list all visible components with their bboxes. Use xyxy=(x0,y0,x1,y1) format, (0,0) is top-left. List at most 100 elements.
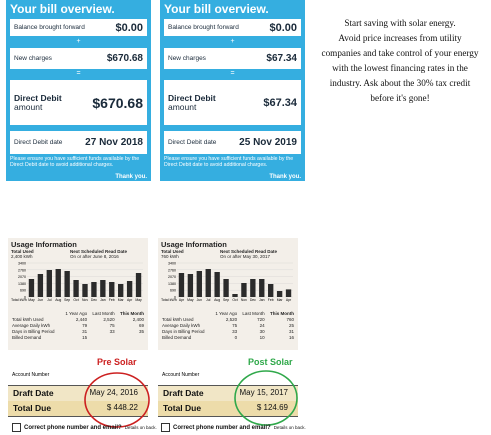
usage-info-pre-solar: Usage Information Total Used 2,400 kWh N… xyxy=(8,238,148,350)
axis-label: Total kWh xyxy=(161,298,177,302)
draft-date-value: May 24, 2016 xyxy=(89,388,138,397)
x-tick-label: Sep xyxy=(64,298,70,302)
row-label: Total kWh Used xyxy=(12,317,44,322)
balance-label: Balance brought forward xyxy=(168,24,239,31)
col-header: Last Month xyxy=(92,311,115,316)
draft-date-value: May 15, 2017 xyxy=(239,388,288,397)
cell: 75 xyxy=(232,323,238,328)
equals-sign: = xyxy=(230,70,235,77)
thank-you-text: Thank you. xyxy=(269,174,301,180)
usage-bar xyxy=(100,280,106,297)
table-row: Average Daily kWh 75 24 25 xyxy=(161,323,295,329)
table-row: Average Daily kWh 79 75 69 xyxy=(11,323,145,329)
x-tick-label: Aug xyxy=(55,298,61,302)
contact-check-left[interactable]: Correct phone number and email? Details … xyxy=(12,423,157,432)
debit-label-line1: Direct Debit xyxy=(168,92,216,103)
cell xyxy=(116,335,145,341)
debit-date-value: 25 Nov 2019 xyxy=(239,137,297,148)
usage-title: Usage Information xyxy=(11,240,77,249)
total-due-label: Total Due xyxy=(163,403,202,413)
x-tick-label: Oct xyxy=(232,298,237,302)
x-tick-label: Mar xyxy=(118,298,125,302)
cell: 2,520 xyxy=(103,317,115,322)
y-tick-label: 3400 xyxy=(168,262,176,266)
table-row: Days in Billing Period 33 30 31 xyxy=(161,329,295,335)
cell: 30 xyxy=(259,329,265,334)
usage-bar xyxy=(196,271,202,297)
usage-table: 1 Year Ago Last Month This Month Total k… xyxy=(11,311,145,341)
plus-sign: + xyxy=(76,38,81,45)
col-header: This Month xyxy=(270,311,294,316)
cell: 33 xyxy=(109,329,115,334)
debit-amount-value: $67.34 xyxy=(263,96,297,109)
cell: 33 xyxy=(232,329,238,334)
x-tick-label: Apr xyxy=(179,298,185,302)
total-due-label: Total Due xyxy=(13,403,52,413)
cell xyxy=(88,335,115,341)
x-tick-label: Aug xyxy=(214,298,220,302)
x-tick-label: Jun xyxy=(197,298,203,302)
cell: 31 xyxy=(82,329,88,334)
usage-bar xyxy=(241,283,247,297)
table-row: Billed Demand 0 10 16 xyxy=(161,335,295,341)
promo-line: companies and take control of your energ… xyxy=(321,48,479,58)
balance-row: Balance brought forward $0.00 xyxy=(164,19,301,36)
balance-label: Balance brought forward xyxy=(14,24,85,31)
y-tick-label: 3400 xyxy=(18,262,26,266)
checkbox[interactable] xyxy=(12,423,21,432)
balance-value: $0.00 xyxy=(115,21,143,34)
x-tick-label: Jan xyxy=(259,298,265,302)
table-row: Days in Billing Period 31 33 35 xyxy=(11,329,145,335)
usage-title: Usage Information xyxy=(161,240,227,249)
next-read-value: On or after June 8, 2016 xyxy=(70,254,119,259)
x-tick-label: Nov xyxy=(82,298,88,302)
x-tick-label: Mar xyxy=(277,298,284,302)
contact-check-right[interactable]: Correct phone number and email? Details … xyxy=(161,423,306,432)
debit-date-label: Direct Debit date xyxy=(14,139,63,146)
check-text: Correct phone number and email? xyxy=(173,424,271,431)
x-tick-label: Feb xyxy=(109,298,115,302)
debit-amount-label: Direct Debit amount xyxy=(168,92,216,112)
table-header-row: 1 Year Ago Last Month This Month xyxy=(11,311,145,317)
row-label: Average Daily kWh xyxy=(162,323,201,328)
pre-solar-tag: Pre Solar xyxy=(97,357,137,367)
debit-date-row: Direct Debit date 25 Nov 2019 xyxy=(164,131,301,154)
bill-note: Please ensure you have sufficient funds … xyxy=(164,156,294,168)
cell: 10 xyxy=(259,335,265,340)
new-charges-value: $67.34 xyxy=(266,53,297,64)
x-tick-label: Jun xyxy=(38,298,44,302)
usage-bar xyxy=(109,282,115,297)
usage-bar xyxy=(187,274,194,297)
draft-date-row: Draft Date May 24, 2016 xyxy=(8,385,148,402)
usage-bar xyxy=(55,269,61,297)
debit-amount-label: Direct Debit amount xyxy=(14,93,62,112)
usage-bar xyxy=(135,273,142,297)
y-tick-label: 690 xyxy=(20,289,26,293)
usage-bar xyxy=(259,279,265,297)
new-charges-label: New charges xyxy=(14,55,52,62)
debit-amount-value: $670.68 xyxy=(92,94,143,111)
usage-bar xyxy=(118,284,124,297)
usage-bar xyxy=(178,273,185,297)
debit-date-label: Direct Debit date xyxy=(168,139,217,146)
promo-line: Start saving with solar energy. xyxy=(344,18,456,28)
total-used-label: Total Used xyxy=(161,249,184,254)
checkbox[interactable] xyxy=(161,423,170,432)
cell: 760 xyxy=(286,317,294,322)
promo-line: with the lowest financing rates in the xyxy=(332,63,468,73)
x-tick-label: Jul xyxy=(47,298,52,302)
row-label: Days in Billing Period xyxy=(12,329,55,334)
new-charges-row: New charges $670.68 xyxy=(10,48,147,69)
y-tick-label: 0 xyxy=(174,296,176,300)
cell: 16 xyxy=(288,335,294,340)
cell: 35 xyxy=(138,329,144,334)
usage-bar xyxy=(214,272,220,297)
next-read-label: Next Scheduled Read Date xyxy=(220,249,278,254)
usage-bar xyxy=(64,271,70,297)
account-summary-post-solar: Account Number Draft Date May 15, 2017 T… xyxy=(158,371,298,419)
cell: 720 xyxy=(257,317,265,322)
cell: 75 xyxy=(109,323,115,328)
x-tick-label: Apr xyxy=(286,298,292,302)
y-tick-label: 690 xyxy=(170,289,176,293)
